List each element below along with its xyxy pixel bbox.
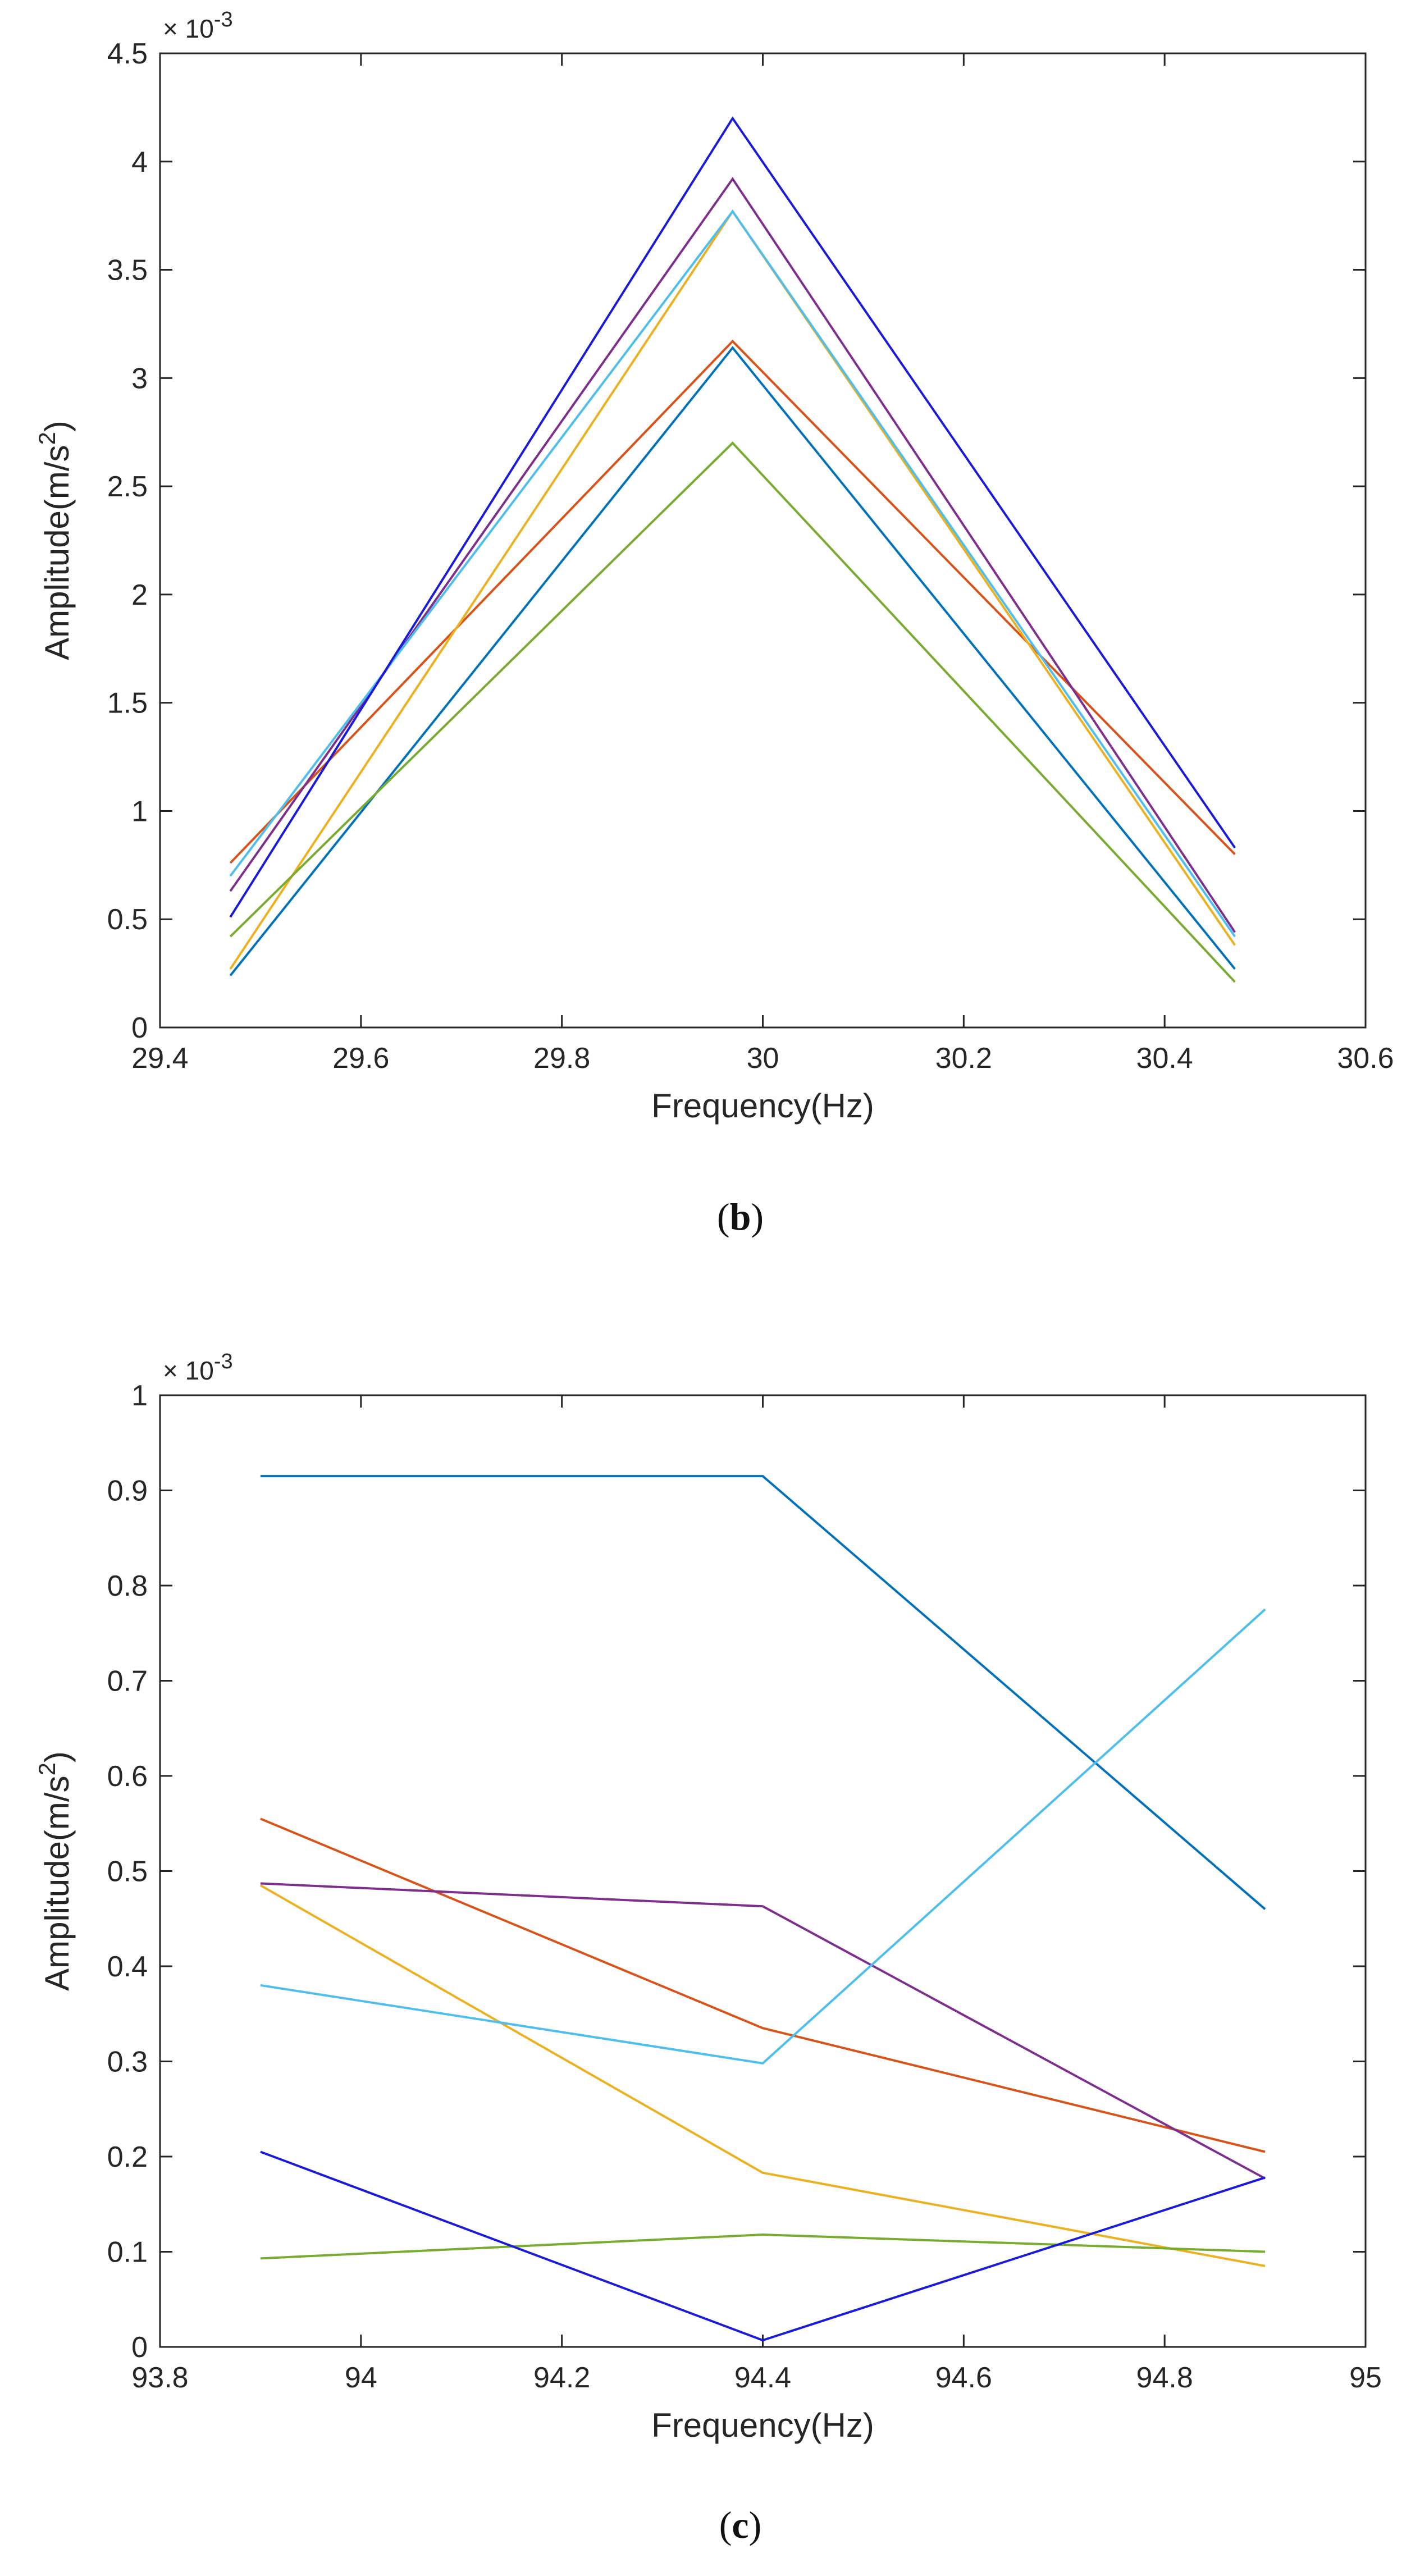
y-tick-label: 0.1 (107, 2236, 148, 2269)
y-axis-label-superscript: 2 (34, 432, 60, 445)
y-axis-label-main: Amplitude(m/s (38, 1775, 76, 1990)
x-tick-label: 93.8 (131, 2362, 188, 2394)
y-tick-label: 2.5 (107, 471, 148, 503)
caption-letter: c (732, 2504, 748, 2546)
y-tick-label: 0.3 (107, 2046, 148, 2079)
y-axis-label-main: Amplitude(m/s (38, 445, 76, 660)
x-tick-label: 30 (747, 1042, 779, 1075)
x-tick-label: 94.2 (533, 2362, 590, 2394)
y-axis-label-superscript: 2 (34, 1762, 60, 1775)
x-tick-label: 30.4 (1136, 1042, 1193, 1075)
line-series-5 (229, 441, 1236, 983)
y-tick-label: 2 (131, 579, 148, 611)
y-tick-label: 1 (131, 795, 148, 828)
y-tick-label: 0.2 (107, 2141, 148, 2173)
line-series-5 (260, 2233, 1266, 2260)
y-tick-label: 0.4 (107, 1951, 148, 1983)
line-series-1 (229, 346, 1236, 976)
x-tick-label: 94 (345, 2362, 377, 2394)
y-tick-label: 0 (131, 1012, 148, 1044)
x-axis-label: Frequency(Hz) (651, 1087, 874, 1125)
caption-letter: b (730, 1195, 751, 1238)
y-tick-label: 3.5 (107, 254, 148, 287)
line-series-3 (259, 1884, 1266, 2267)
y-axis-label-tail: ) (38, 1751, 76, 1762)
figure-caption: (c) (719, 2504, 762, 2546)
y-tick-label: 3 (131, 362, 148, 395)
chart-panel-c: 93.8 94 94.2 94.4 94.6 94.8 95 0 0.1 0.2 0.3 0.4 0.5… (34, 1350, 1382, 2546)
figure-caption: (b) (717, 1195, 764, 1238)
y-tick-label: 4.5 (107, 38, 148, 70)
y-tick-label: 0.6 (107, 1760, 148, 1793)
line-series-2 (260, 1817, 1266, 2153)
y-axis-label: Amplitude(m/s2) (34, 1751, 76, 1991)
y-tick-label: 0 (131, 2331, 148, 2364)
x-tick-label: 30.2 (935, 1042, 992, 1075)
line-series-6 (260, 1608, 1266, 2065)
line-series-6 (229, 209, 1236, 938)
y-axis-label: Amplitude(m/s2) (34, 421, 76, 660)
line-series-1 (260, 1475, 1266, 1910)
y-tick-label: 1.5 (107, 687, 148, 720)
x-tick-label: 30.6 (1337, 1042, 1394, 1075)
line-series-7 (260, 2150, 1266, 2342)
x-axis-label: Frequency(Hz) (651, 2406, 874, 2444)
line-series-4 (260, 1882, 1266, 2180)
line-series-2 (229, 339, 1236, 864)
y-exponent-power: -3 (214, 1350, 233, 1373)
x-tick-label: 95 (1349, 2362, 1382, 2394)
y-tick-label: 0.5 (107, 1856, 148, 1888)
x-tick-label: 29.6 (332, 1042, 389, 1075)
y-tick-label: 1 (131, 1380, 148, 1412)
x-tick-label: 94.6 (935, 2362, 992, 2394)
y-tick-label: 0.8 (107, 1570, 148, 1602)
x-tick-label: 29.4 (131, 1042, 188, 1075)
x-tick-label: 29.8 (533, 1042, 590, 1075)
x-tick-label: 94.4 (734, 2362, 791, 2394)
y-axis-label-tail: ) (38, 421, 76, 432)
y-tick-label: 0.9 (107, 1475, 148, 1508)
x-tick-label: 94.8 (1136, 2362, 1193, 2394)
y-tick-label: 0.5 (107, 903, 148, 936)
y-tick-label: 0.7 (107, 1665, 148, 1698)
y-exponent-power: -3 (214, 8, 233, 31)
y-tick-label: 4 (131, 146, 148, 179)
line-series-7 (229, 116, 1236, 918)
chart-panel-b: 29.4 29.6 29.8 30 30.2 30.4 30.6 0 0.5 1 1.5 2 2.5 3 3… (34, 8, 1394, 1238)
